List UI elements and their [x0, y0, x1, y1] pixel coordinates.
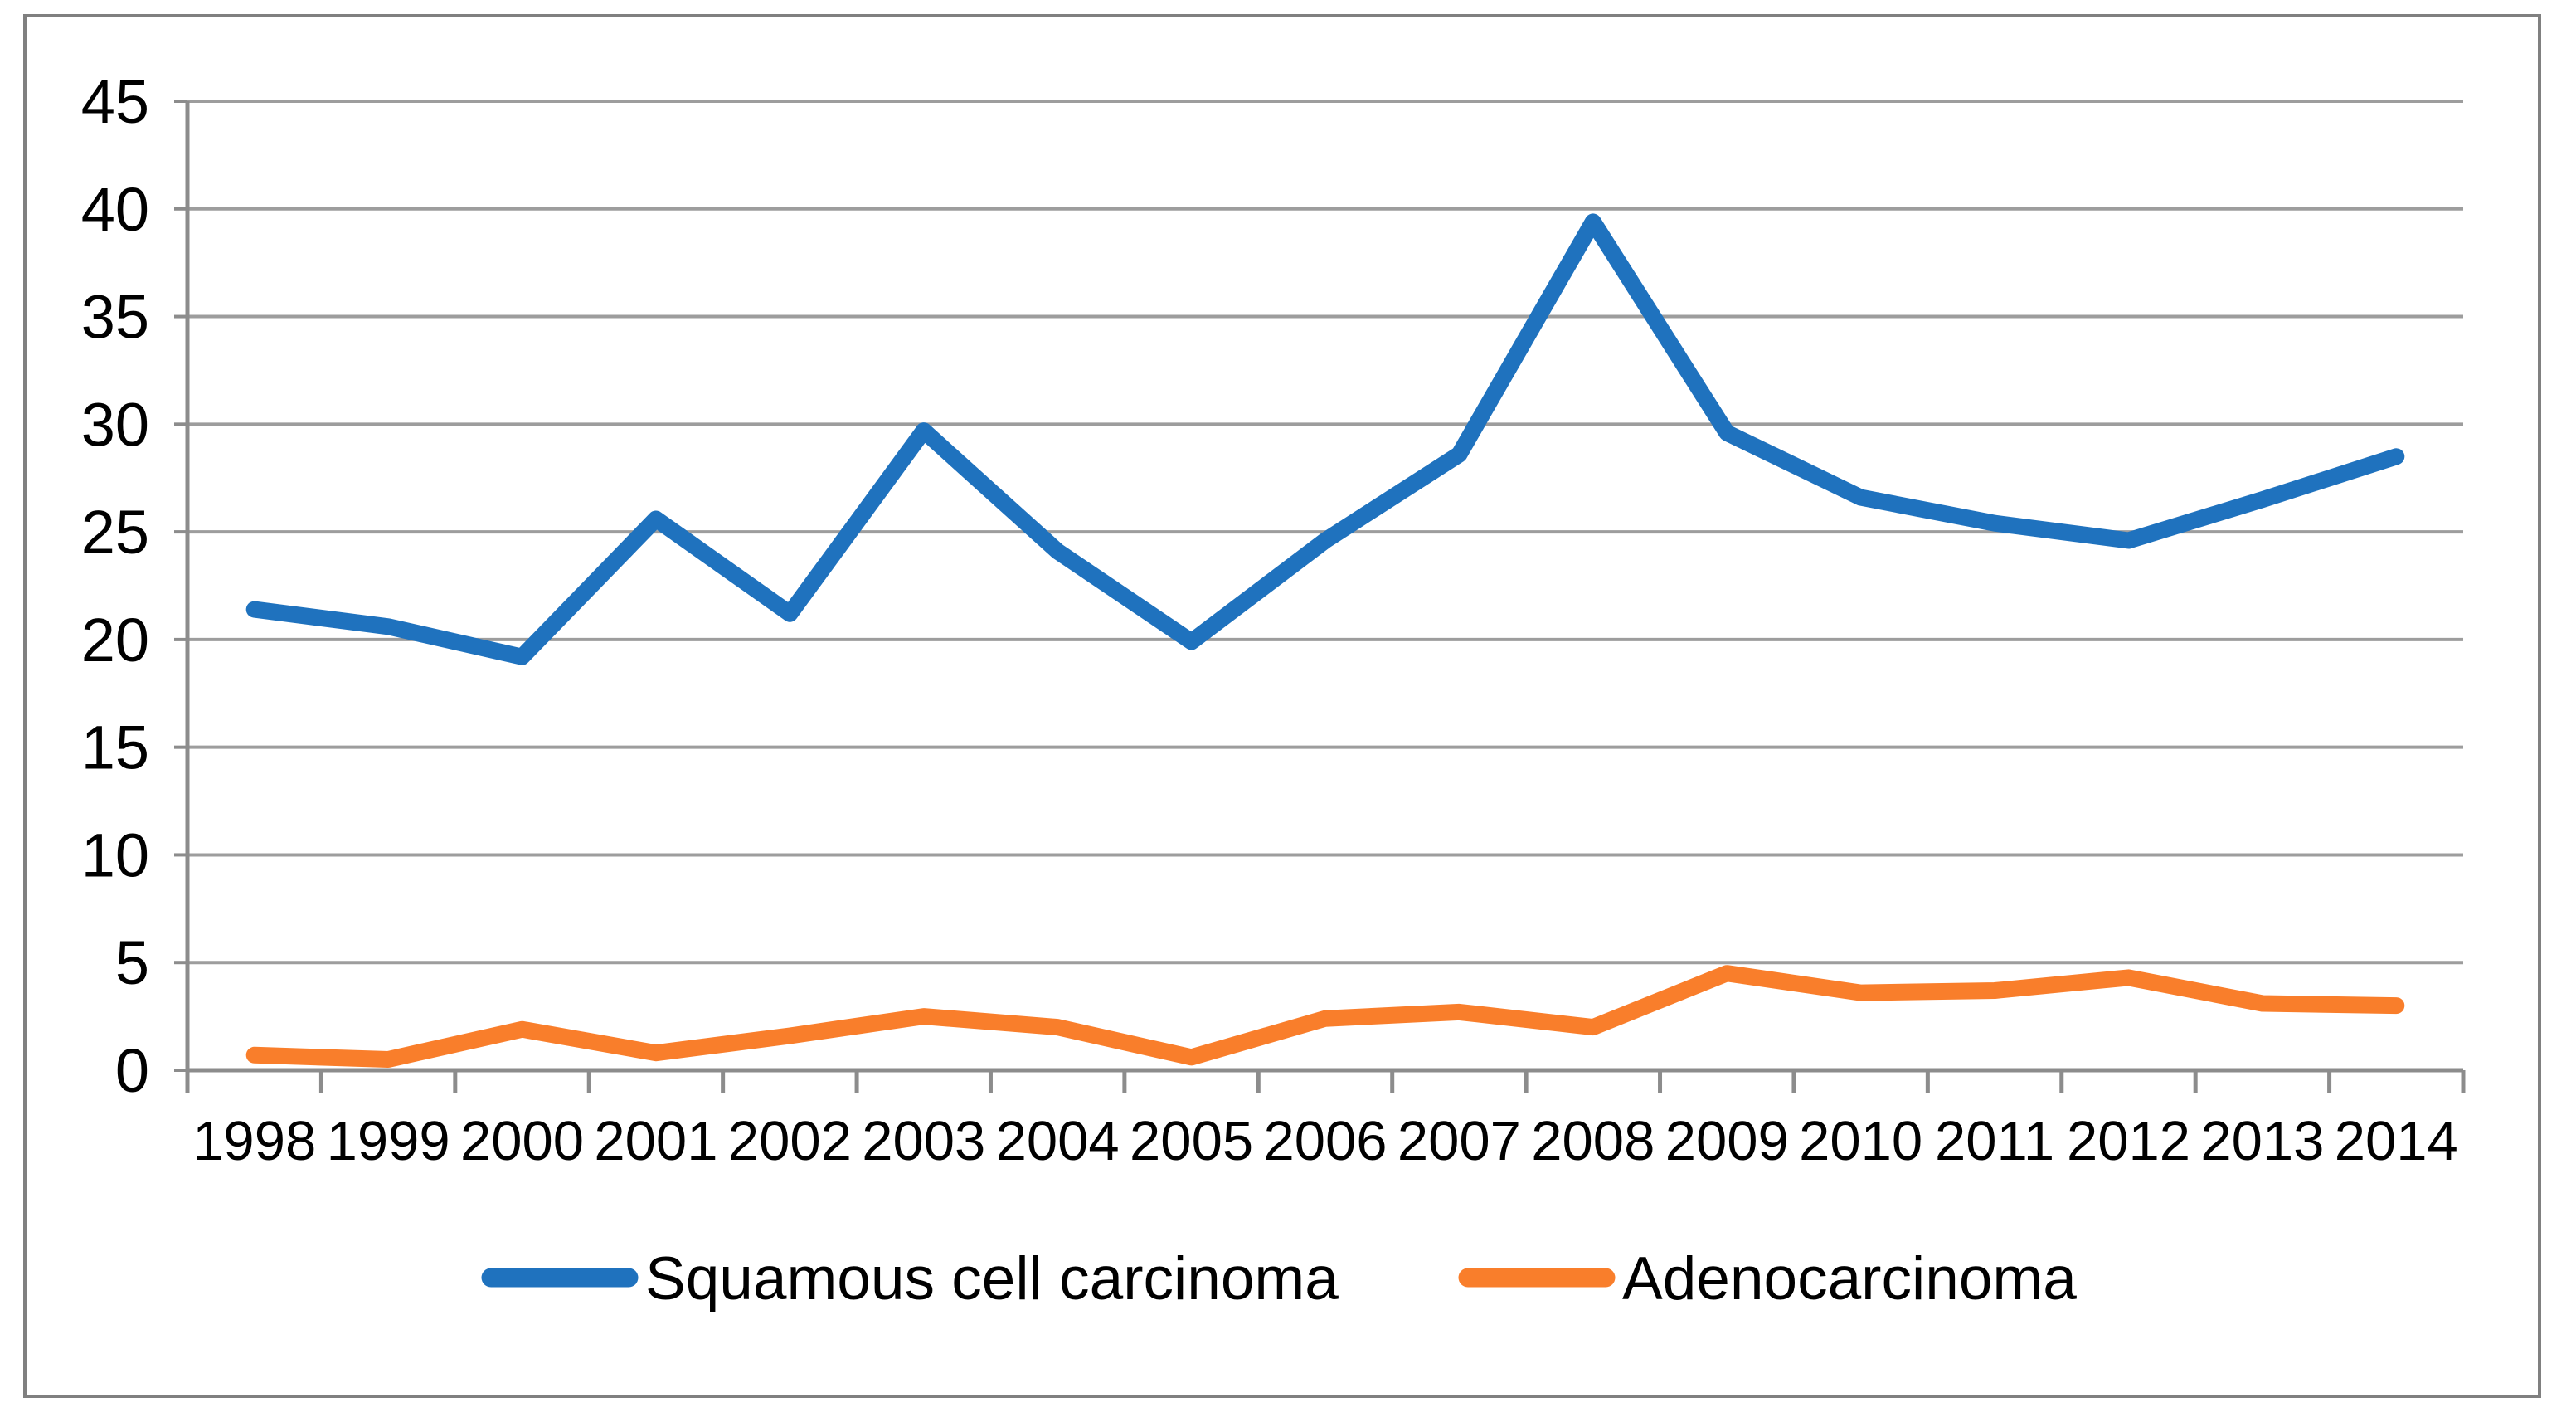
x-axis-label-2009: 2009	[1665, 1110, 1789, 1172]
x-axis-label-2001: 2001	[594, 1110, 717, 1172]
x-axis-label-2013: 2013	[2200, 1110, 2324, 1172]
x-axis-label-2006: 2006	[1263, 1110, 1387, 1172]
series-line-adeno	[245, 965, 2405, 1068]
series-line-squamous	[245, 213, 2405, 665]
legend-label-adeno: Adenocarcinoma	[1622, 1245, 2077, 1312]
x-axis-label-2000: 2000	[460, 1110, 584, 1172]
chart-border	[23, 14, 2541, 1398]
x-axis-label-2005: 2005	[1130, 1110, 1253, 1172]
y-axis-label-45: 45	[81, 67, 149, 136]
x-axis-label-2003: 2003	[862, 1110, 985, 1172]
x-axis-label-2012: 2012	[2067, 1110, 2190, 1172]
y-axis-label-20: 20	[81, 606, 149, 674]
y-axis-label-15: 15	[81, 713, 149, 782]
x-axis-label-2014: 2014	[2335, 1110, 2458, 1172]
y-axis-label-0: 0	[115, 1036, 149, 1105]
x-axis-label-2004: 2004	[996, 1110, 1120, 1172]
y-axis-label-40: 40	[81, 175, 149, 244]
y-axis-label-35: 35	[81, 283, 149, 352]
x-axis-label-1998: 1998	[192, 1110, 316, 1172]
y-axis-label-30: 30	[81, 390, 149, 459]
x-axis-label-1999: 1999	[327, 1110, 450, 1172]
x-axis-label-2011: 2011	[1935, 1110, 2054, 1172]
x-axis-label-2007: 2007	[1397, 1110, 1521, 1172]
x-axis-label-2002: 2002	[728, 1110, 852, 1172]
y-axis-label-10: 10	[81, 820, 149, 889]
y-axis-label-25: 25	[81, 498, 149, 567]
x-axis-label-2008: 2008	[1531, 1110, 1655, 1172]
y-axis-label-5: 5	[115, 928, 149, 997]
x-axis-label-2010: 2010	[1799, 1110, 1922, 1172]
legend-label-squamous: Squamous cell carcinoma	[645, 1245, 1339, 1312]
